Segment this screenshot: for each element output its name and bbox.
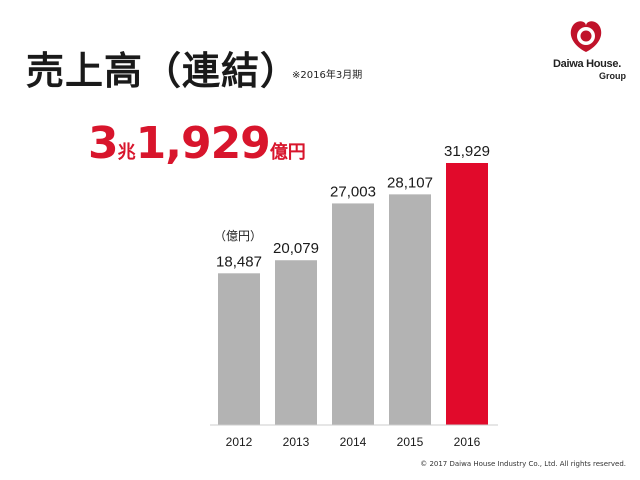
logo-group: Group bbox=[599, 71, 626, 81]
headline-billion-number: 1,929 bbox=[135, 118, 271, 169]
category-label-2014: 2014 bbox=[340, 435, 367, 449]
bar-2013 bbox=[275, 260, 317, 425]
bar-2014 bbox=[332, 203, 374, 425]
category-label-2013: 2013 bbox=[283, 435, 310, 449]
bar-2012 bbox=[218, 273, 260, 425]
value-label-2015: 28,107 bbox=[387, 174, 433, 191]
logo-mark-icon bbox=[570, 21, 602, 52]
value-label-2016: 31,929 bbox=[444, 143, 490, 160]
category-label-2012: 2012 bbox=[226, 435, 253, 449]
copyright-footer: © 2017 Daiwa House Industry Co., Ltd. Al… bbox=[420, 460, 626, 468]
page-subtitle: ※2016年3月期 bbox=[292, 70, 363, 81]
category-label-2016: 2016 bbox=[454, 435, 481, 449]
value-label-2013: 20,079 bbox=[273, 240, 319, 257]
logo-brand: Daiwa House. bbox=[553, 58, 621, 70]
headline-total: 3兆1,929億円 bbox=[88, 118, 306, 169]
value-label-2012: 18,487 bbox=[216, 253, 262, 270]
headline-billion-unit: 億円 bbox=[269, 142, 306, 163]
value-label-2014: 27,003 bbox=[330, 183, 376, 200]
bar-2016 bbox=[446, 163, 488, 425]
unit-label: （億円） bbox=[214, 229, 262, 243]
company-logo: Daiwa House. Group bbox=[546, 16, 626, 86]
bar-2015 bbox=[389, 194, 431, 425]
category-label-2015: 2015 bbox=[397, 435, 424, 449]
page-title: 売上高（連結） bbox=[26, 48, 300, 93]
headline-trillion-unit: 兆 bbox=[117, 142, 136, 163]
headline-trillion-number: 3 bbox=[88, 118, 119, 169]
